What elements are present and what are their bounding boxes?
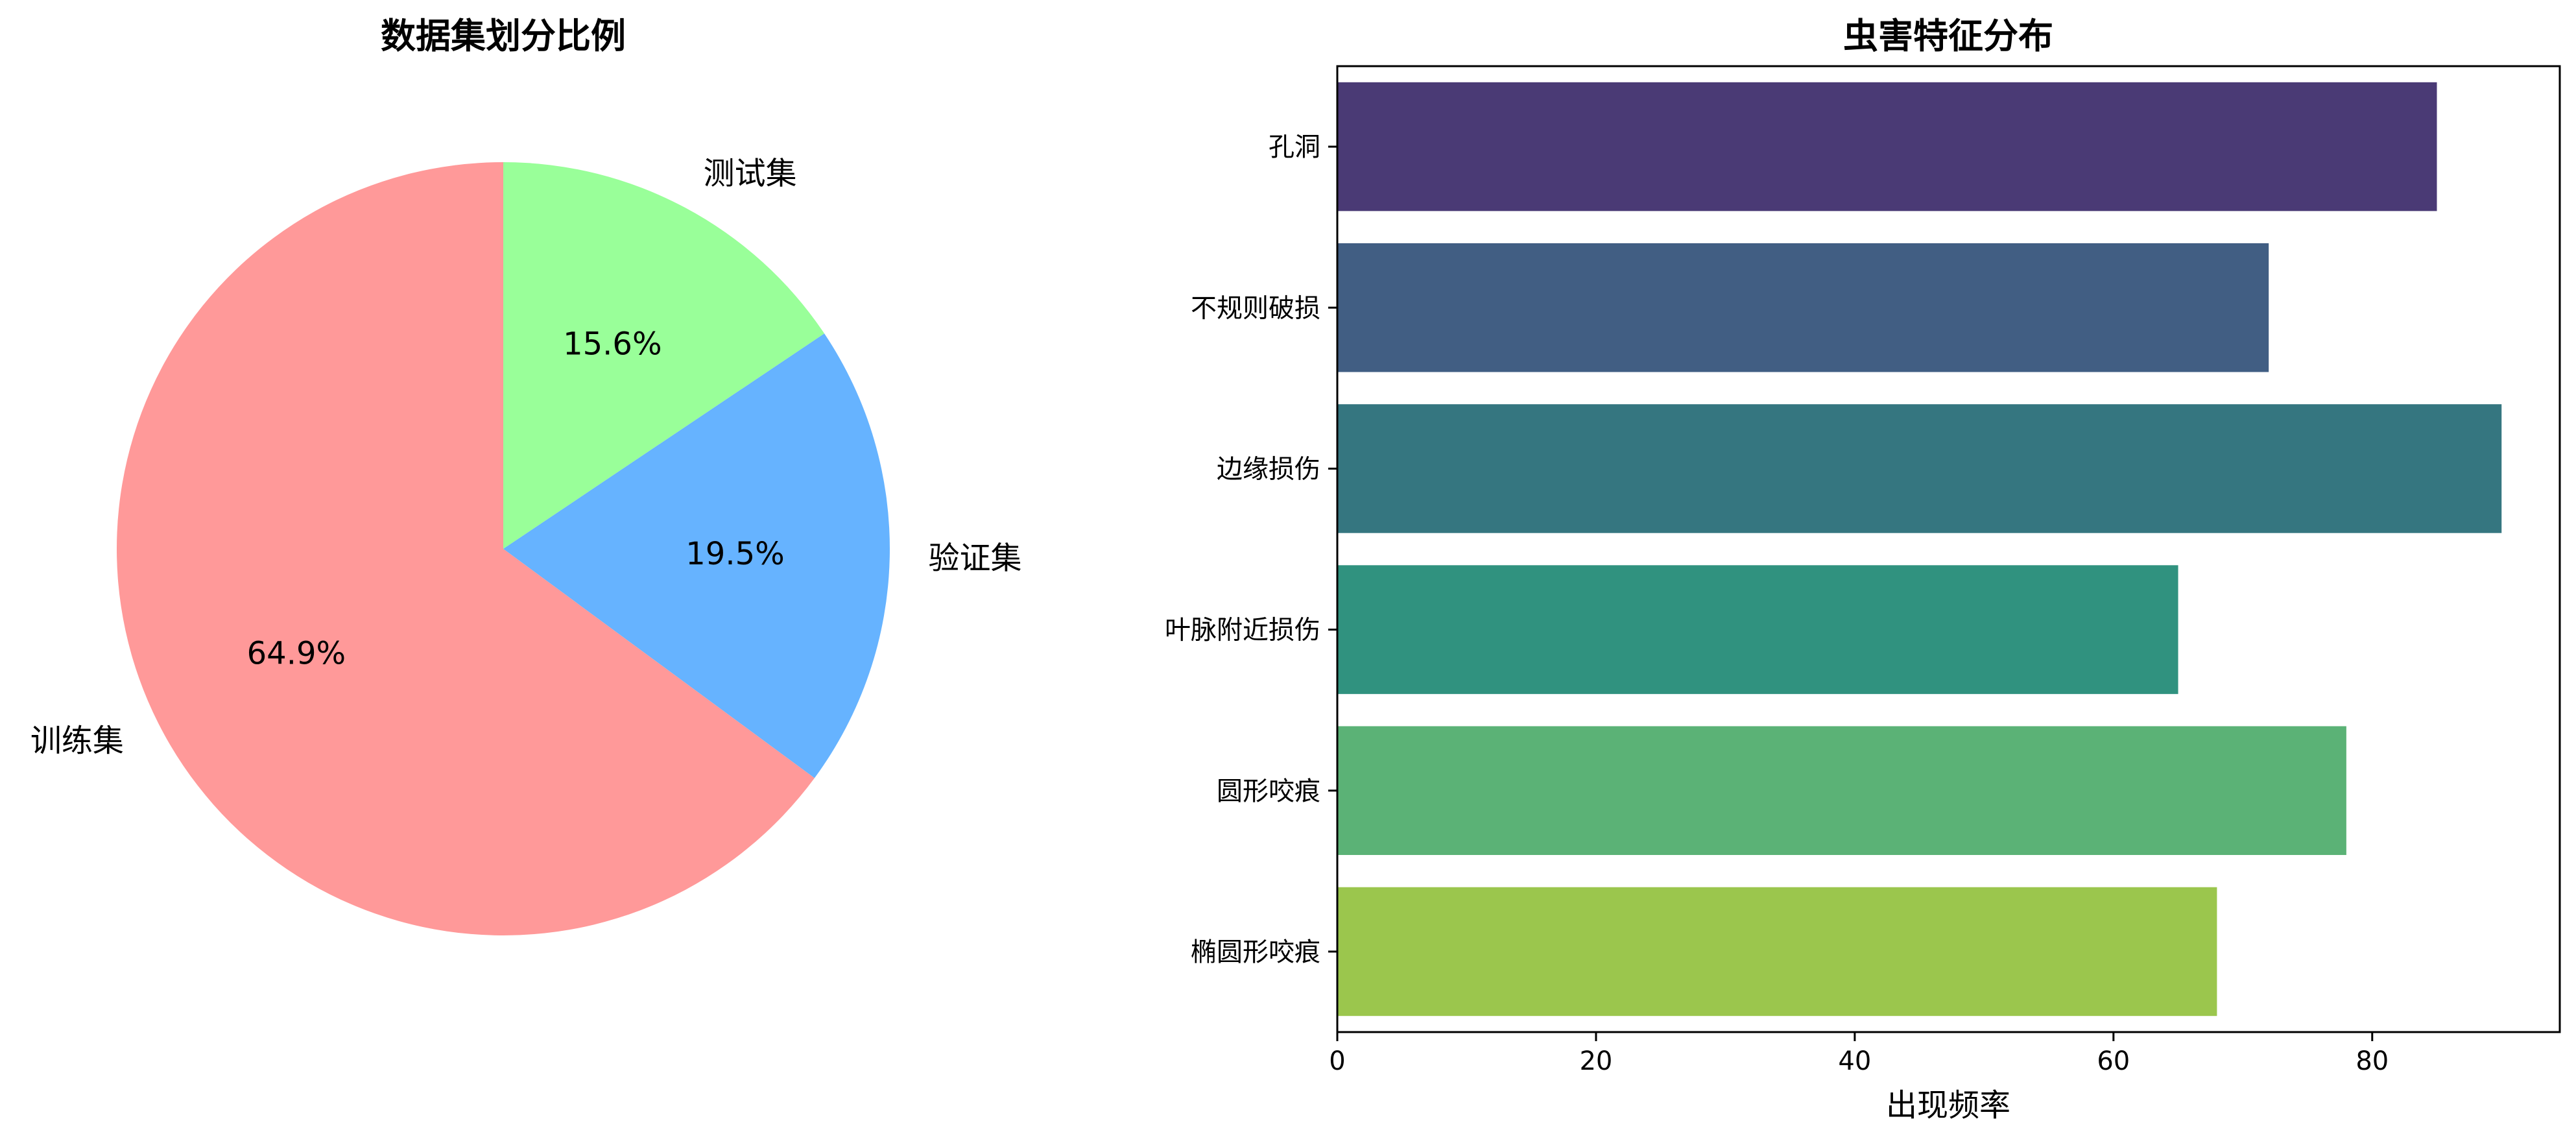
y-tick-label: 椭圆形咬痕 xyxy=(1191,937,1320,967)
bar xyxy=(1337,243,2269,372)
bar xyxy=(1337,565,2178,694)
x-tick-label: 60 xyxy=(2097,1046,2130,1076)
y-tick-label: 边缘损伤 xyxy=(1217,454,1320,484)
y-tick-label: 叶脉附近损伤 xyxy=(1165,616,1320,645)
pie-slice xyxy=(503,162,825,549)
plot-frame xyxy=(1336,65,2561,1033)
pie-category-label: 测试集 xyxy=(704,156,797,192)
x-tick-label: 40 xyxy=(1838,1046,1871,1076)
pie-labels: 64.9% 训练集 19.5% 验证集 15.6% 测试集 xyxy=(30,156,1022,759)
bar xyxy=(1337,404,2502,533)
pie-percent-label: 64.9% xyxy=(247,635,346,671)
pie-percent-label: 15.6% xyxy=(563,326,662,362)
x-tick-label: 80 xyxy=(2355,1046,2389,1076)
x-tick-label: 20 xyxy=(1579,1046,1612,1076)
pie-percent-label: 19.5% xyxy=(686,536,784,572)
pie-slices xyxy=(116,162,890,936)
pie-slice xyxy=(503,333,890,778)
pie-chart-title: 数据集划分比例 xyxy=(381,16,626,56)
x-tick-label: 0 xyxy=(1329,1046,1345,1076)
pie-slice xyxy=(116,162,815,936)
x-axis-label: 出现频率 xyxy=(1886,1087,2010,1124)
pie-category-label: 验证集 xyxy=(928,540,1021,576)
bar xyxy=(1337,726,2346,856)
y-tick-label: 圆形咬痕 xyxy=(1217,776,1320,806)
pie-category-label: 训练集 xyxy=(30,723,124,759)
x-axis-ticks: 0 20 40 60 80 xyxy=(1329,1032,2389,1076)
bars xyxy=(1337,82,2502,1017)
y-tick-label: 孔洞 xyxy=(1269,132,1320,162)
bar-chart-title: 虫害特征分布 xyxy=(1843,16,2053,56)
bar xyxy=(1337,887,2217,1017)
bar xyxy=(1337,82,2437,211)
pie-chart: 数据集划分比例 64.9% 训练集 19.5% 验证集 15.6% 测试集 xyxy=(30,16,1022,936)
y-tick-label: 不规则破损 xyxy=(1191,293,1320,323)
